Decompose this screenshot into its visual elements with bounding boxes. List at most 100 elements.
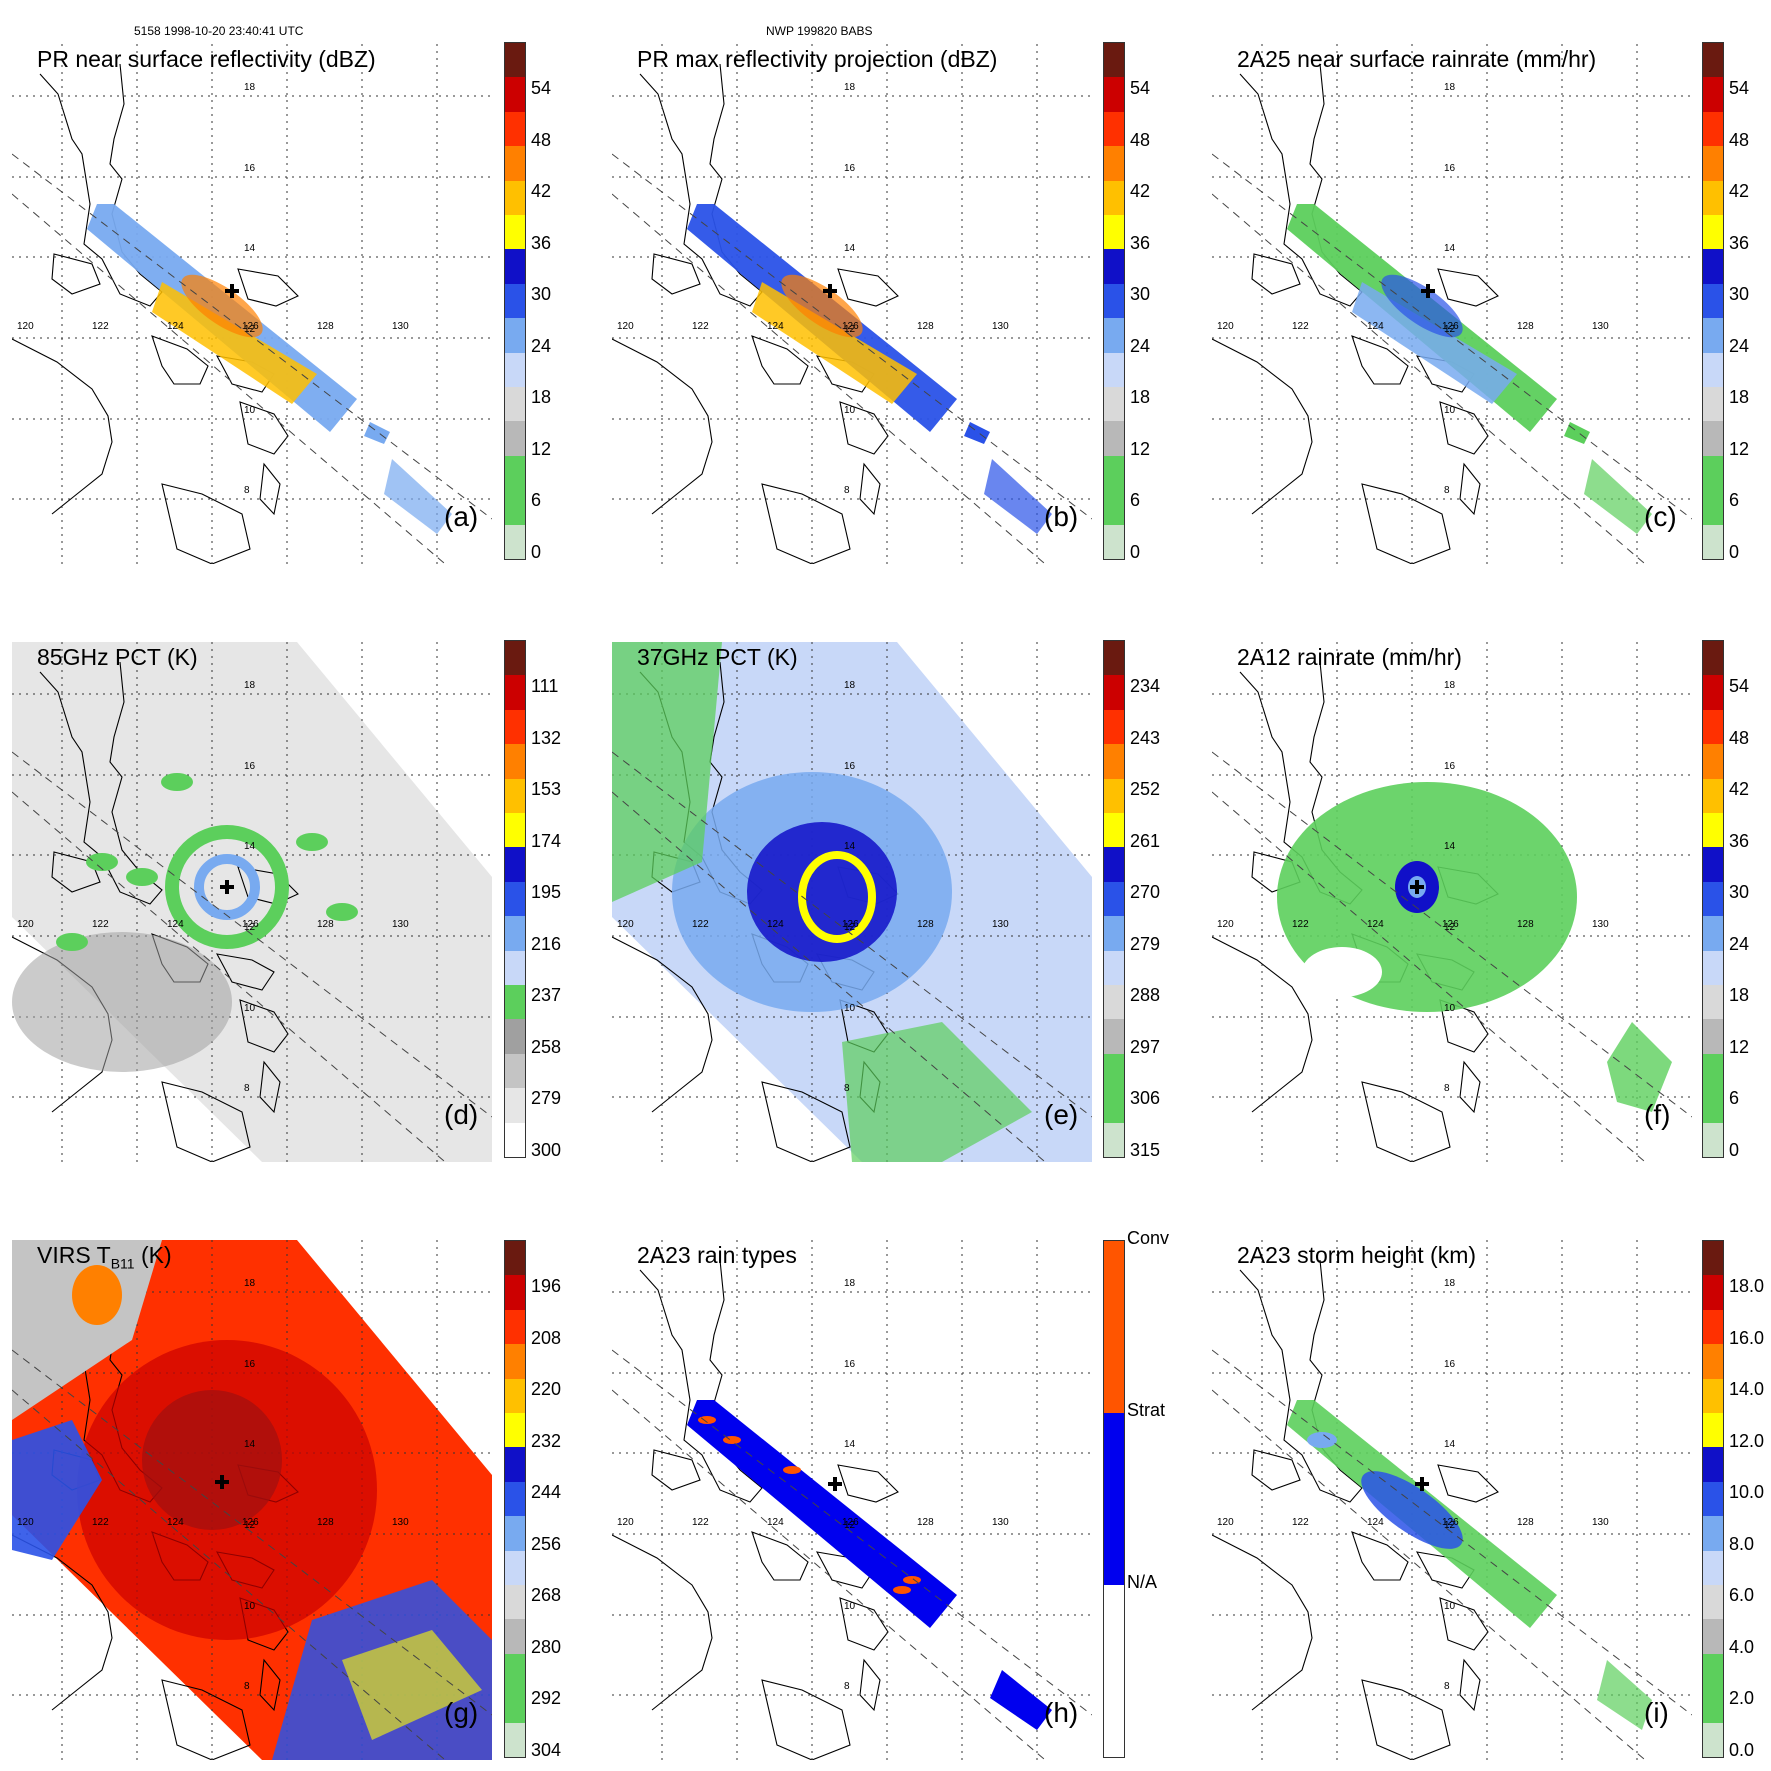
colorbar-segment (505, 1019, 525, 1054)
colorbar-tick-label: 132 (531, 727, 562, 748)
colorbar-segment (505, 455, 525, 491)
colorbar-segment (1703, 675, 1723, 710)
colorbar-segment (1104, 180, 1124, 215)
lon-tick-label: 124 (167, 919, 184, 930)
lon-tick-label: 122 (92, 321, 109, 332)
colorbar-segment (1104, 985, 1124, 1020)
colorbar-segment (1104, 813, 1124, 848)
colorbar-tick-label: 6 (1729, 1088, 1740, 1108)
lon-tick-label: 120 (17, 321, 34, 332)
colorbar-tick-label: 220 (531, 1379, 562, 1399)
lon-tick-label: 126 (242, 1517, 259, 1528)
lat-tick-label: 8 (244, 1083, 250, 1094)
colorbar-tick-label: 0 (1130, 541, 1141, 562)
colorbar (504, 640, 526, 1158)
colorbar-tick-label: 54 (1729, 676, 1750, 696)
map-area: 120 122 124 126 128 130 18 16 14 12 10 8 (1212, 44, 1692, 564)
lon-tick-label: 122 (92, 1517, 109, 1528)
map-area: 120 122 124 126 128 130 18 16 14 12 10 8 (1212, 1240, 1692, 1760)
colorbar-tick-label: 208 (531, 1327, 562, 1348)
colorbar-segment (1703, 455, 1723, 491)
map-canvas: 120 122 124 126 128 130 18 16 14 12 10 8 (612, 44, 1092, 564)
colorbar-segment (505, 77, 525, 112)
colorbar-segment (505, 387, 525, 422)
map-area: 120 122 124 126 128 130 18 16 14 12 10 8 (612, 1240, 1092, 1760)
colorbar-segment (1104, 421, 1124, 456)
lon-tick-label: 126 (1442, 919, 1459, 930)
panel-title: VIRS TB11 (K) (37, 1242, 172, 1272)
colorbar-tick-label: 6 (1130, 490, 1141, 510)
colorbar-segment (1104, 641, 1124, 676)
lat-tick-label: 14 (1444, 841, 1456, 852)
colorbar-segment (505, 1309, 525, 1345)
colorbar-tick-label: 42 (531, 181, 552, 201)
lon-tick-label: 120 (1217, 1517, 1234, 1528)
colorbar-tick-label: 2.0 (1729, 1688, 1755, 1708)
colorbar-tick-label: 24 (1729, 933, 1750, 954)
map-panel-e: 120 122 124 126 128 130 18 16 14 12 10 8 37GHz PCT (… (612, 624, 1092, 1162)
panel-title: 2A23 rain types (637, 1242, 797, 1268)
colorbar-segment (505, 1653, 525, 1689)
lat-tick-label: 12 (844, 1520, 856, 1531)
colorbar-tick-label: 16.0 (1729, 1327, 1765, 1348)
colorbar-segment (505, 1688, 525, 1723)
colorbar-segment (1104, 1019, 1124, 1054)
colorbar-segment (1703, 847, 1723, 882)
colorbar-segment (1104, 490, 1124, 525)
colorbar-segment (505, 1344, 525, 1379)
map-canvas: 120 122 124 126 128 130 18 16 14 12 10 8 (612, 1240, 1092, 1760)
colorbar-segment (1104, 146, 1124, 181)
lon-tick-label: 126 (842, 1517, 859, 1528)
lat-tick-label: 18 (844, 1278, 856, 1289)
colorbar-segment (1104, 778, 1124, 813)
lon-tick-label: 120 (1217, 321, 1234, 332)
colorbar-segment (1703, 490, 1723, 525)
map-area: 120 122 124 126 128 130 18 16 14 12 10 8 (1212, 642, 1692, 1162)
colorbar-segment (505, 1481, 525, 1517)
colorbar-tick-label: 30 (531, 284, 552, 304)
colorbar-segment (505, 881, 525, 917)
map-canvas: 120 122 124 126 128 130 18 16 14 12 10 8 (1212, 44, 1692, 564)
colorbar-segment (1104, 318, 1124, 353)
lat-tick-label: 10 (244, 405, 256, 416)
colorbar-tick-label: 30 (1130, 284, 1151, 304)
colorbar-tick-label: 306 (1130, 1088, 1161, 1108)
panel-label: (b) (1044, 501, 1079, 532)
colorbar-tick-label: 300 (531, 1139, 562, 1160)
lat-tick-label: 14 (1444, 243, 1456, 254)
lon-tick-label: 124 (167, 1517, 184, 1528)
panel-label: (h) (1044, 1697, 1079, 1728)
colorbar-segment (1703, 1241, 1723, 1276)
colorbar-tick-label: 0 (1729, 1139, 1740, 1160)
lat-tick-label: 12 (244, 324, 256, 335)
colorbar-tick-label: 12 (1729, 438, 1750, 459)
lat-tick-label: 10 (1444, 405, 1456, 416)
colorbar-tick-label: 48 (1729, 129, 1750, 150)
colorbar-segment (1104, 881, 1124, 917)
lon-tick-label: 126 (842, 321, 859, 332)
colorbar-segment (505, 490, 525, 525)
map-panel-c: 120 122 124 126 128 130 18 16 14 12 10 8 2A25 near s… (1212, 26, 1692, 564)
colorbar-tick-label: 153 (531, 779, 562, 799)
colorbar-tick-label: 0 (531, 541, 542, 562)
lon-tick-label: 126 (1442, 321, 1459, 332)
colorbar (1702, 1240, 1724, 1758)
colorbar-tick-label: N/A (1127, 1572, 1158, 1592)
lon-tick-label: 126 (242, 919, 259, 930)
colorbar (1702, 640, 1724, 1158)
colorbar-segment (1703, 77, 1723, 112)
map-panel-a: 120 122 124 126 128 130 18 16 14 12 10 8 PR near sur… (12, 26, 492, 564)
lat-tick-label: 16 (244, 761, 256, 772)
map-panel-b: 120 122 124 126 128 130 18 16 14 12 10 8 PR max refl… (612, 26, 1092, 564)
colorbar-segment (505, 950, 525, 985)
colorbar-segment (1703, 283, 1723, 319)
lat-tick-label: 10 (244, 1003, 256, 1014)
colorbar-segment (505, 1122, 525, 1157)
map-canvas: 120 122 124 126 128 130 18 16 14 12 10 8 (612, 642, 1092, 1162)
map-area: 120 122 124 126 128 130 18 16 14 12 10 8 (12, 642, 492, 1162)
lon-tick-label: 124 (1367, 919, 1384, 930)
lat-tick-label: 16 (244, 163, 256, 174)
colorbar-segment (1104, 1241, 1124, 1413)
colorbar-segment (505, 1275, 525, 1310)
map-area: 120 122 124 126 128 130 18 16 14 12 10 8 (612, 642, 1092, 1162)
